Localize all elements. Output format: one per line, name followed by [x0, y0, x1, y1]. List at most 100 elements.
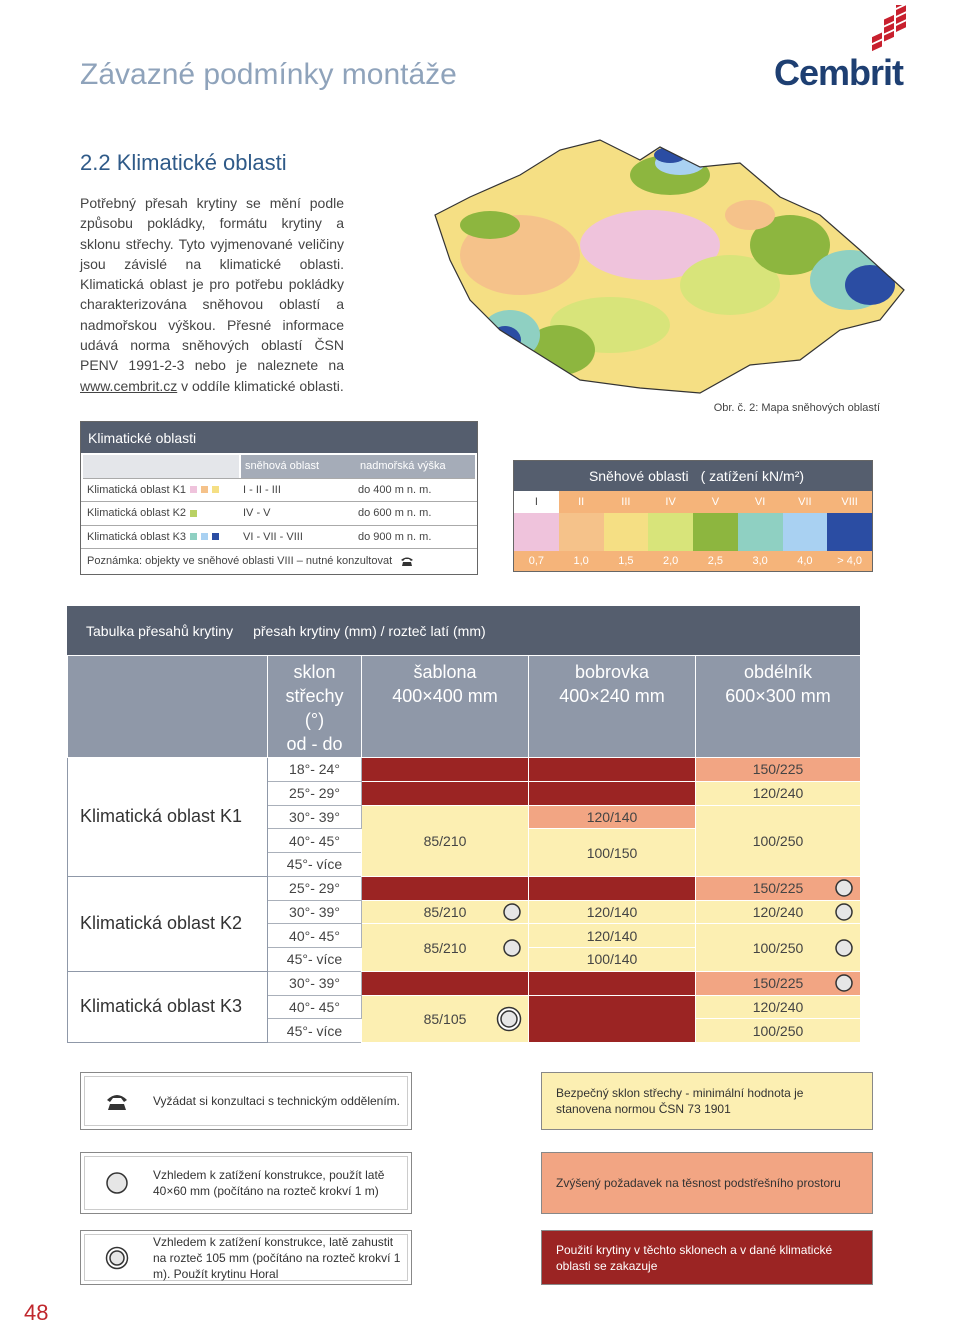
- slope: 18°- 24°: [267, 757, 362, 782]
- load-row: 0,7 1,0 1,5 2,0 2,5 3,0 4,0 > 4,0: [514, 551, 872, 571]
- icon-cell: [81, 1171, 153, 1195]
- overlap-table: Tabulka přesahů krytiny přesah krytiny (m…: [67, 606, 861, 1044]
- slope: 25°- 29°: [267, 875, 362, 901]
- header-line: (°): [304, 710, 325, 730]
- zone-load: 3,0: [737, 551, 783, 571]
- zone-swatch: [558, 513, 604, 551]
- altitude: do 900 m n. m.: [358, 530, 432, 543]
- row: 45°- více: [68, 852, 861, 877]
- col-header: nadmořská výška: [360, 460, 446, 473]
- zone-label: IV: [648, 491, 693, 513]
- snow-zones: VI - VII - VIII: [243, 530, 303, 543]
- zone-load: 2,0: [648, 551, 693, 571]
- circle-icon: [835, 903, 853, 921]
- col-header: šablona 400×400 mm: [361, 655, 529, 758]
- row: 45°- více 100/140: [68, 947, 861, 972]
- swatch: [212, 533, 220, 541]
- note: Poznámka: objekty ve sněhové oblasti VII…: [87, 555, 393, 567]
- phone-icon: [401, 557, 414, 566]
- table-title: Klimatické oblasti: [81, 422, 477, 453]
- cell: Klimatická oblast K1: [81, 479, 239, 502]
- row: 40°- 45° 85/210 120/140 100/250: [68, 923, 861, 972]
- overlap-cell: 120/140: [528, 923, 696, 948]
- slope: 40°- 45°: [267, 923, 362, 948]
- zone-swatch: [827, 513, 872, 551]
- slope: 45°- více: [267, 947, 362, 972]
- logo-mark: [872, 5, 906, 52]
- row: 30°- 39° 85/210 120/140 100/250: [68, 804, 861, 877]
- swatch: [190, 486, 198, 494]
- legend-item: Vzhledem k zatížení konstrukce, použít l…: [80, 1152, 412, 1214]
- row: Klimatická oblast K1 18°- 24° 150/225: [67, 757, 861, 877]
- zone-load: 2,5: [693, 551, 738, 571]
- map-caption: Obr. č. 2: Mapa sněhových oblastí: [713, 402, 880, 414]
- header-line: střechy: [285, 686, 344, 706]
- row-label: Klimatická oblast K1: [87, 483, 187, 496]
- header-line: sklon: [293, 662, 336, 682]
- slope: 30°- 39°: [267, 899, 362, 925]
- phone-icon: [107, 1095, 127, 1110]
- double-icon: [496, 1006, 522, 1031]
- swatch: [201, 533, 209, 541]
- zone-swatch: [737, 513, 783, 551]
- legend-item: Vyžádat si konzultaci s technickým odděl…: [80, 1072, 412, 1130]
- row: Klimatická oblast K2 25°- 29° 150/225: [67, 875, 861, 972]
- table-title-bar: Tabulka přesahů krytiny přesah krytiny (m…: [67, 606, 860, 655]
- note-row: Poznámka: objekty ve sněhové oblasti VII…: [81, 549, 477, 573]
- overlap-cell: [361, 875, 529, 901]
- header-row: sklon střechy (°) od - do šablona 400×400 mm b…: [67, 655, 861, 758]
- swatch: [190, 509, 198, 517]
- swatch: [201, 486, 209, 494]
- header-line: obdélník: [743, 662, 813, 682]
- swatch: [190, 533, 198, 541]
- header-line: 400×400 mm: [392, 686, 498, 706]
- overlap-cell: 150/225: [695, 757, 861, 782]
- zone-load: 1,5: [603, 551, 649, 571]
- page-title: Závazné podmínky montáže: [80, 58, 457, 91]
- overlap-cell: [528, 780, 696, 806]
- overlap-cell: 120/240: [695, 899, 861, 925]
- overlap-cell: [528, 970, 696, 996]
- overlap-cell: 120/240: [695, 780, 861, 806]
- overlap-cell: 85/210: [361, 804, 529, 877]
- row: Klimatická oblast K2 IV - V do 600 m n. m.: [81, 502, 477, 526]
- legend-item: Vzhledem k zatížení konstrukce, latě zah…: [80, 1230, 412, 1285]
- table: sklon střechy (°) od - do šablona 400×400 mm b…: [67, 655, 861, 1044]
- overlap-cell: 100/250: [695, 923, 861, 972]
- row: 30°- 39° 85/210 120/140 120/240: [68, 899, 861, 925]
- col-header: obdélník 600×300 mm: [695, 655, 861, 758]
- text: Potřebný přesah krytiny se mění podle zp…: [80, 195, 344, 374]
- region-name: Klimatická oblast K1: [67, 757, 268, 877]
- row: 40°- 45° 85/105 120/240: [68, 994, 861, 1043]
- overlap-cell: 85/105: [361, 994, 529, 1043]
- paragraph: Potřebný přesah krytiny se mění podle zp…: [80, 193, 344, 396]
- zone-swatch: [603, 513, 649, 551]
- row: 45°- více 100/250: [68, 1018, 861, 1043]
- zone-row: I II III IV V VI VII VIII: [514, 491, 872, 513]
- section-heading: 2.2 Klimatické oblasti: [80, 150, 287, 175]
- icon-cell: [81, 1089, 153, 1113]
- overlap-cell: [361, 757, 529, 782]
- circle-icon: [106, 1172, 128, 1194]
- header-line: od - do: [286, 734, 343, 754]
- snow-map: [434, 139, 905, 394]
- row-label: Klimatická oblast K2: [87, 507, 187, 520]
- col-header: bobrovka 400×240 mm: [528, 655, 696, 758]
- col-header: [67, 655, 268, 758]
- rows: Klimatická oblast K1 I - II - III do 400 m…: [81, 479, 477, 549]
- snow-zones: I - II - III: [243, 483, 281, 496]
- overlap-cell: 100/150: [528, 828, 696, 877]
- link[interactable]: www.cembrit.cz: [80, 377, 178, 394]
- legend-text: Vzhledem k zatížení konstrukce, použít l…: [153, 1168, 385, 1198]
- zone-swatch: [693, 513, 738, 551]
- altitude: do 400 m n. m.: [358, 483, 432, 496]
- row: 40°- 45° 100/150: [68, 828, 861, 877]
- row: Klimatická oblast K3 VI - VII - VIII do 90…: [81, 526, 477, 549]
- text: v oddíle klimatické oblasti.: [177, 377, 344, 394]
- table-title: Tabulka přesahů krytiny: [86, 622, 234, 639]
- zone-label: VIII: [827, 491, 872, 513]
- row: 25°- 29° 120/240: [68, 780, 861, 806]
- snow-table: Sněhové oblasti( zatížení kN/m²) I II III I…: [513, 460, 873, 572]
- table-subtitle: přesah krytiny (mm) / rozteč latí (mm): [253, 622, 486, 639]
